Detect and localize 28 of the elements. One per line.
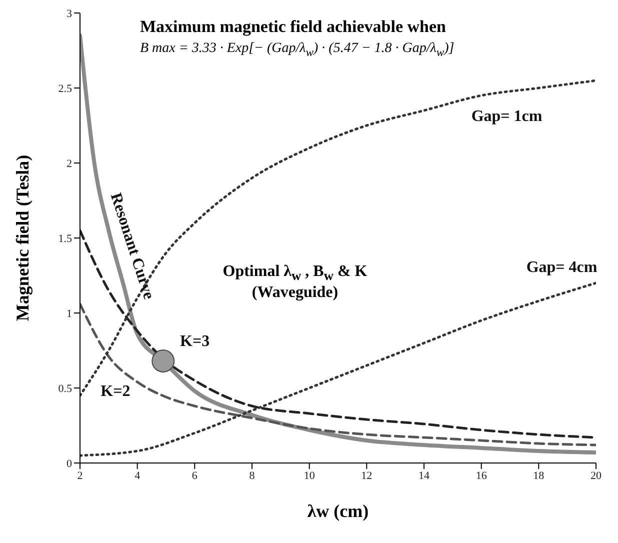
annotation: Optimal λ$_{w}$ , B$_{w}$ & K (Waveguide) [222, 263, 368, 302]
x-tick-label: 18 [533, 470, 545, 482]
y-tick-label: 3 [66, 8, 72, 20]
text: B max = 3.33 · Exp[− (Gap/λ$_{w}$) · (5.47 − 1.8 · Gap/λ$_{w}$)] [140, 41, 454, 59]
x-tick-label: 4 [134, 470, 141, 482]
y-tick-label: 2 [66, 158, 72, 170]
x-tick-label: 2 [77, 470, 83, 482]
x-tick-label: 16 [476, 470, 488, 482]
line-series [80, 79, 596, 397]
series-label: Gap= 1cm [471, 108, 542, 126]
y-tick-label: 1.5 [58, 232, 72, 245]
x-tick-label: 6 [192, 470, 198, 482]
y-tick-label: 0 [66, 458, 72, 470]
y-axis-title: Magnetic field (Tesla) [12, 154, 32, 322]
series-label: K=3 [180, 333, 210, 351]
x-axis-title: λw (cm) [307, 501, 369, 521]
y-tick-label: 2.5 [58, 82, 72, 95]
series-label: Gap= 4cm [526, 258, 598, 276]
y-tick-label: 1 [66, 308, 72, 320]
series-label: K=2 [100, 382, 130, 400]
x-tick-label: 20 [590, 470, 602, 482]
x-tick-label: 14 [418, 470, 430, 482]
x-tick-label: 12 [361, 470, 372, 482]
line-series [80, 302, 596, 446]
x-tick-label: 8 [249, 470, 256, 482]
y-tick-label: 0.5 [58, 382, 72, 395]
chart-title: Maximum magnetic field achievable when [140, 17, 446, 37]
x-tick-label: 10 [304, 470, 316, 482]
